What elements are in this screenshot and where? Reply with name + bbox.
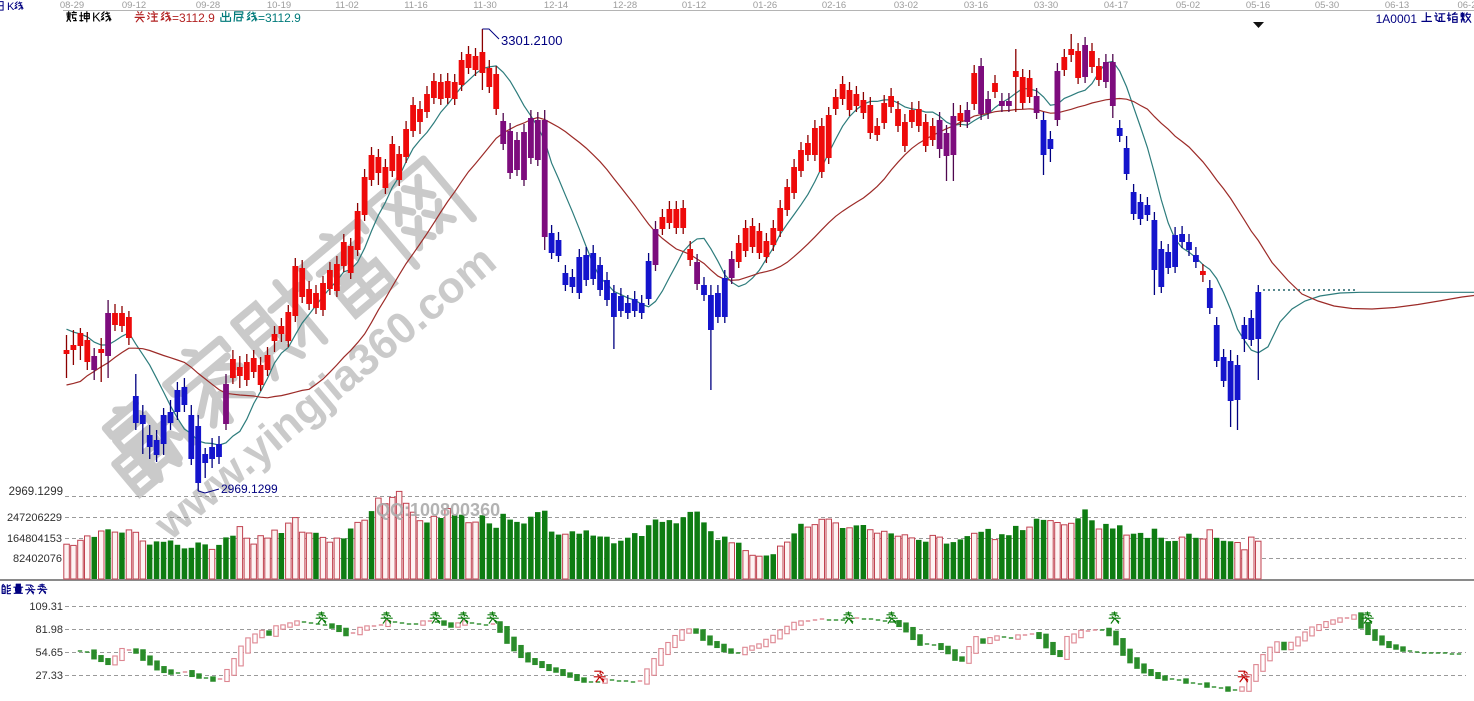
svg-text:05-16: 05-16 — [1246, 0, 1270, 11]
svg-text:QQ:100800360: QQ:100800360 — [376, 500, 500, 520]
svg-text:09-12: 09-12 — [122, 0, 146, 11]
svg-text:=3112.9: =3112.9 — [172, 11, 215, 25]
svg-text:08-29: 08-29 — [60, 0, 84, 11]
svg-text:05-02: 05-02 — [1176, 0, 1200, 11]
svg-text:03-30: 03-30 — [1034, 0, 1058, 11]
svg-text:27.33: 27.33 — [35, 670, 63, 682]
svg-text:03-16: 03-16 — [964, 0, 988, 11]
svg-text:10-19: 10-19 — [267, 0, 291, 11]
svg-text:109.31: 109.31 — [29, 601, 63, 613]
svg-text:K: K — [7, 1, 15, 13]
svg-text:54.65: 54.65 — [35, 647, 63, 659]
svg-text:06-13: 06-13 — [1385, 0, 1409, 11]
svg-text:02-16: 02-16 — [822, 0, 846, 11]
svg-text:=3112.9: =3112.9 — [258, 11, 301, 25]
svg-text:09-28: 09-28 — [196, 0, 220, 11]
svg-text:01-26: 01-26 — [753, 0, 777, 11]
svg-text:2969.1299: 2969.1299 — [9, 486, 63, 498]
svg-text:11-30: 11-30 — [473, 0, 497, 11]
svg-text:82402076: 82402076 — [13, 553, 62, 565]
svg-text:3301.2100: 3301.2100 — [501, 33, 562, 48]
svg-text:06-2: 06-2 — [1457, 0, 1474, 11]
svg-text:01-12: 01-12 — [682, 0, 706, 11]
svg-text:05-30: 05-30 — [1315, 0, 1339, 11]
svg-text:03-02: 03-02 — [894, 0, 918, 11]
svg-text:12-28: 12-28 — [613, 0, 637, 11]
svg-text:81.98: 81.98 — [35, 624, 63, 636]
svg-text:247206229: 247206229 — [7, 512, 62, 524]
svg-text:1A0001: 1A0001 — [1376, 12, 1418, 26]
svg-text:11-02: 11-02 — [335, 0, 359, 11]
svg-text:04-17: 04-17 — [1104, 0, 1128, 11]
svg-text:12-14: 12-14 — [544, 0, 568, 11]
svg-text:K: K — [92, 10, 101, 25]
svg-text:2969.1299: 2969.1299 — [221, 482, 278, 496]
svg-text:11-16: 11-16 — [404, 0, 428, 11]
svg-text:164804153: 164804153 — [7, 533, 62, 545]
